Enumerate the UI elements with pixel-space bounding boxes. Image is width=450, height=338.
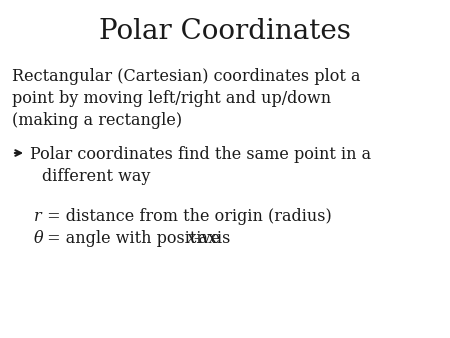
Text: point by moving left/right and up/down: point by moving left/right and up/down xyxy=(12,90,331,107)
Text: -axis: -axis xyxy=(193,230,230,247)
Text: r: r xyxy=(34,208,41,225)
Text: Rectangular (Cartesian) coordinates plot a: Rectangular (Cartesian) coordinates plot… xyxy=(12,68,360,85)
Text: = angle with positive: = angle with positive xyxy=(42,230,225,247)
Text: θ: θ xyxy=(34,230,44,247)
Text: Polar coordinates find the same point in a: Polar coordinates find the same point in… xyxy=(30,146,371,163)
Text: (making a rectangle): (making a rectangle) xyxy=(12,112,182,129)
Text: different way: different way xyxy=(42,168,150,185)
Text: = distance from the origin (radius): = distance from the origin (radius) xyxy=(42,208,332,225)
Text: x: x xyxy=(187,230,196,247)
Text: Polar Coordinates: Polar Coordinates xyxy=(99,18,351,45)
